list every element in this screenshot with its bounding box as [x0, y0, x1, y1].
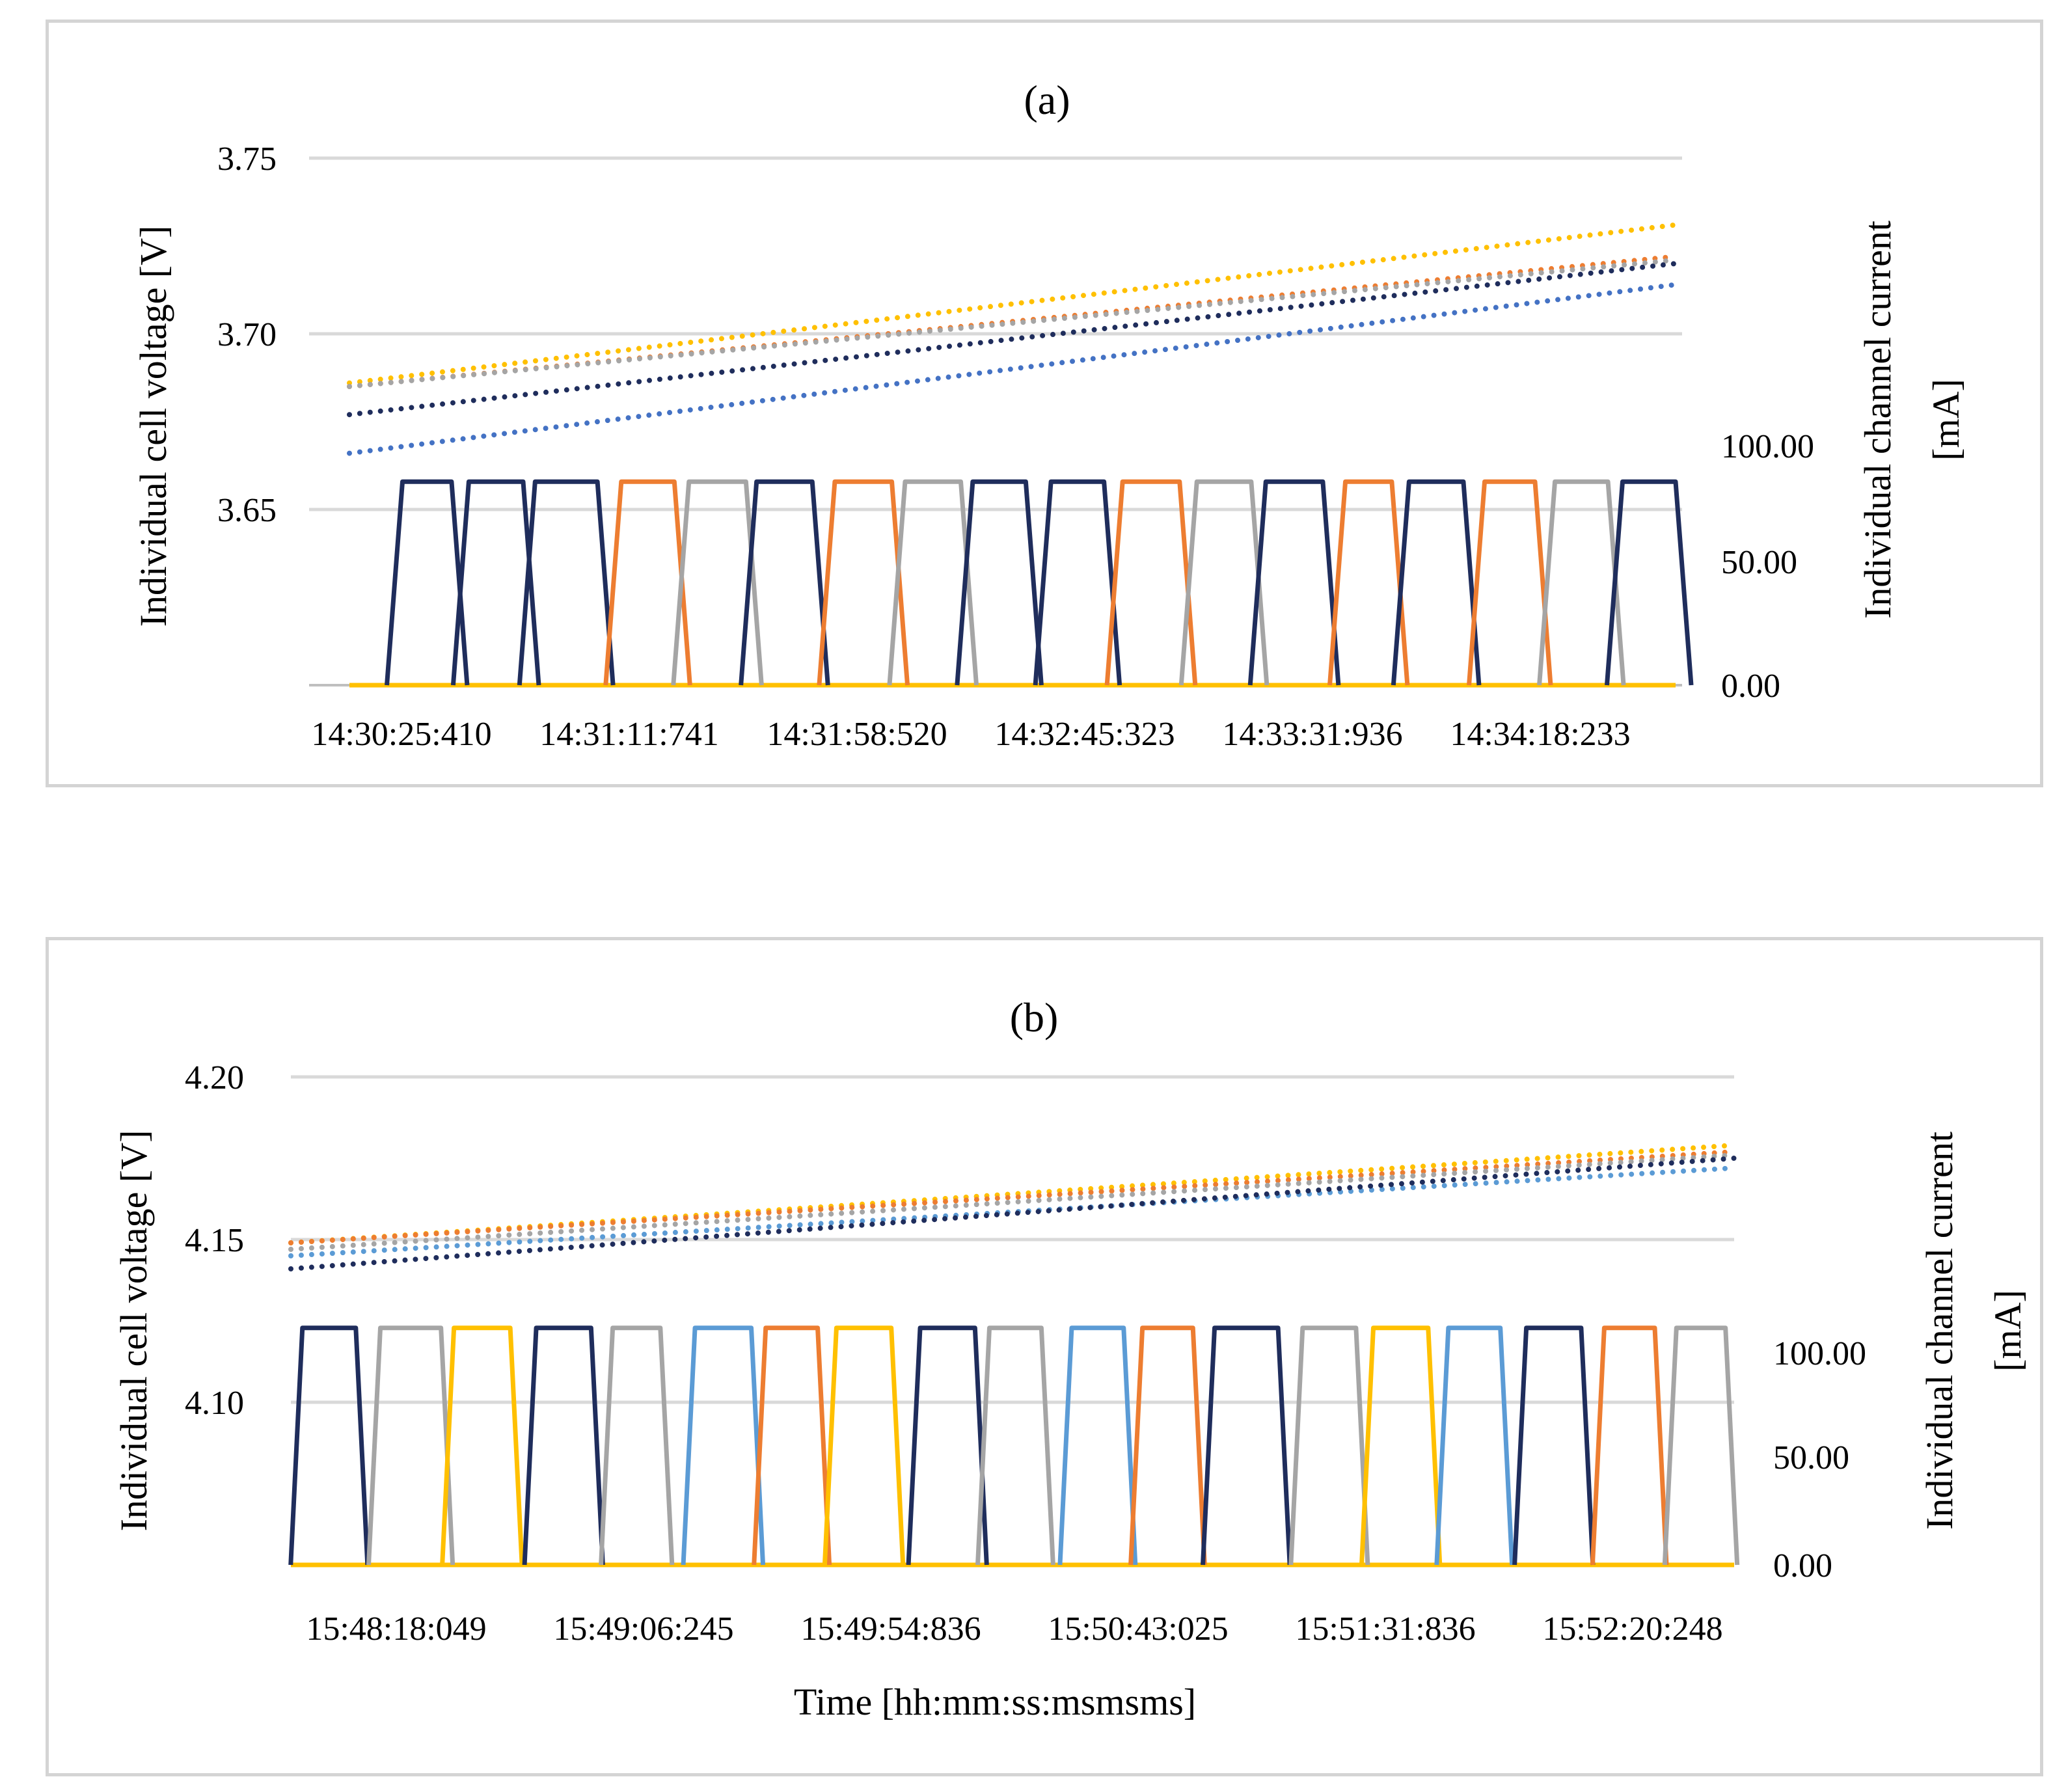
current-pulse: [440, 1325, 524, 1566]
voltage-series-line: [288, 1156, 1737, 1271]
chart-b-x-tick-label: 15:51:31:836: [1295, 1610, 1475, 1648]
chart-a-x-tick-label: 14:30:25:410: [311, 716, 491, 753]
current-pulse: [671, 479, 764, 686]
current-pulse: [522, 1325, 605, 1566]
current-pulse: [822, 1325, 906, 1566]
chart-b-y2-tick-label: 100.00: [1773, 1335, 1866, 1372]
chart-a-marks: [347, 222, 1694, 688]
chart-a-y-tick-label: 3.70: [217, 316, 277, 353]
chart-b-y-tick-label: 4.10: [185, 1385, 244, 1422]
chart-a-y2-axis-unit: [mA]: [1925, 379, 1967, 461]
current-pulse: [975, 1325, 1055, 1566]
current-pulse: [599, 1325, 675, 1566]
current-pulse: [517, 479, 616, 686]
voltage-series-line: [288, 1165, 1737, 1258]
chart-a-y-axis-label: Individual cell voltage [V]: [132, 226, 174, 627]
current-pulse: [366, 1325, 455, 1566]
current-pulse: [1201, 1325, 1292, 1566]
chart-a-y-tick-label: 3.75: [217, 141, 277, 178]
chart-a-canvas: (a) 3.75 3.70 3.65 100.00 50.00 0.00 14:…: [132, 77, 1967, 753]
voltage-series-line: [347, 222, 1678, 386]
chart-a-x-tick-label: 14:31:11:741: [539, 716, 718, 753]
chart-a-title: (a): [1024, 77, 1070, 123]
chart-b-canvas: (b) 4.20 4.15 4.10 100.00 50.00 0.00 15:…: [113, 994, 2029, 1723]
voltage-series-line: [288, 1149, 1737, 1245]
chart-b-y-axis-label: Individual cell voltage [V]: [113, 1130, 155, 1532]
chart-b-marks: [288, 1143, 1740, 1568]
chart-b-x-tick-label: 15:49:54:836: [800, 1610, 981, 1648]
current-pulse: [1247, 479, 1341, 686]
current-pulse: [1467, 479, 1553, 686]
chart-b-y2-tick-label: 50.00: [1773, 1439, 1849, 1476]
current-pulse: [955, 479, 1044, 686]
current-pulse: [681, 1325, 766, 1566]
chart-a-x-tick-label: 14:31:58:520: [767, 716, 947, 753]
voltage-series-line: [347, 257, 1678, 389]
current-pulse: [817, 479, 910, 686]
current-pulse: [739, 479, 830, 686]
chart-b-y2-tick-label: 0.00: [1773, 1547, 1832, 1584]
current-pulse: [906, 1325, 989, 1566]
chart-b-title: (b): [1010, 994, 1059, 1040]
chart-b-x-tick-label: 15:50:43:025: [1048, 1610, 1228, 1648]
current-pulse: [1590, 1325, 1669, 1566]
current-pulse: [1391, 479, 1482, 686]
current-pulse: [887, 479, 979, 686]
current-pulse: [1288, 1325, 1370, 1566]
chart-a-x-tick-label: 14:32:45:323: [994, 716, 1175, 753]
current-pulse: [1128, 1325, 1207, 1566]
chart-a-x-tick-label: 14:34:18:233: [1450, 716, 1630, 753]
chart-a-y2-tick-label: 100.00: [1721, 428, 1814, 465]
chart-a-y-tick-label: 3.65: [217, 492, 277, 529]
voltage-series-line: [347, 282, 1678, 456]
chart-panel-a: (a) 3.75 3.70 3.65 100.00 50.00 0.00 14:…: [46, 20, 2043, 787]
chart-a-x-tick-label: 14:33:31:936: [1222, 716, 1402, 753]
voltage-series-line: [288, 1152, 1737, 1252]
current-pulse: [288, 1325, 370, 1566]
current-pulse: [1057, 1325, 1138, 1566]
current-pulse: [1033, 479, 1122, 686]
current-pulse: [1662, 1325, 1740, 1566]
voltage-series-line: [347, 261, 1678, 418]
chart-b-y2-axis-unit: [mA]: [1987, 1290, 2029, 1372]
chart-a-y2-axis-label: Individual channel current: [1856, 221, 1899, 619]
chart-b-x-tick-label: 15:52:20:248: [1542, 1610, 1722, 1648]
current-pulse: [1434, 1325, 1515, 1566]
current-pulse: [450, 479, 541, 686]
chart-b-x-axis-label: Time [hh:mm:ss:msmsms]: [794, 1681, 1196, 1723]
chart-panel-b: (b) 4.20 4.15 4.10 100.00 50.00 0.00 15:…: [46, 937, 2043, 1776]
chart-b-y-tick-label: 4.15: [185, 1222, 244, 1259]
current-pulse: [1604, 479, 1694, 686]
current-pulse: [1359, 1325, 1443, 1566]
chart-b-y-tick-label: 4.20: [185, 1059, 244, 1096]
chart-a-y2-tick-label: 50.00: [1721, 544, 1797, 581]
current-pulse: [752, 1325, 832, 1566]
current-pulse: [1512, 1325, 1596, 1566]
chart-b-x-tick-label: 15:48:18:049: [306, 1610, 486, 1648]
chart-b-x-tick-label: 15:49:06:245: [553, 1610, 733, 1648]
chart-a-y2-tick-label: 0.00: [1721, 668, 1780, 705]
chart-b-y2-axis-label: Individual channel current: [1918, 1132, 1961, 1530]
